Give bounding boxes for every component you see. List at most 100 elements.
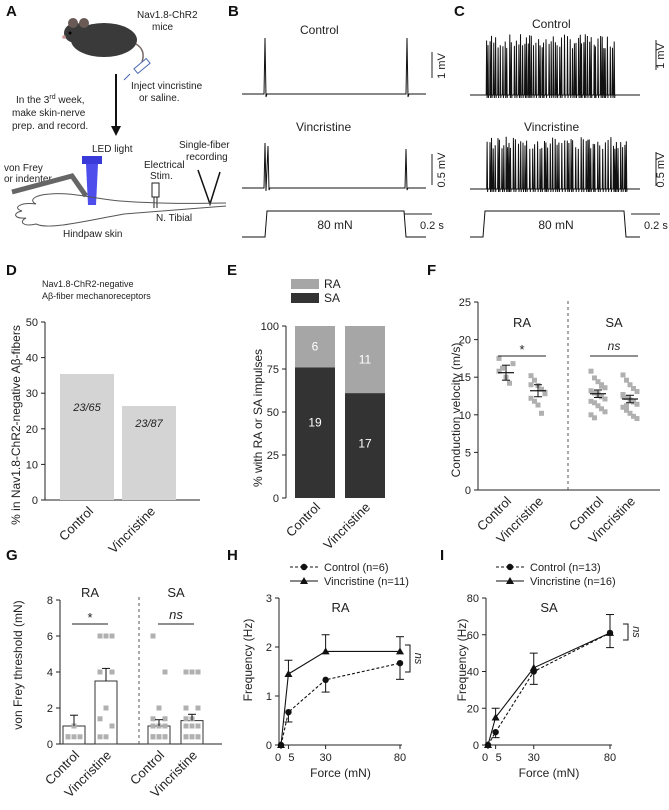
panel-f-point: [631, 385, 636, 391]
panel-i-point-vincristine: [484, 741, 492, 748]
mouse-label-line2: mice: [152, 22, 174, 33]
panel-f-point: [588, 412, 594, 418]
panel-i-line-vincristine: [487, 632, 611, 746]
panel-g-point: [189, 723, 195, 729]
panel-h-title: RA: [331, 600, 349, 615]
panel-i-x-tick-label: 80: [604, 752, 616, 764]
panel-f-point: [592, 415, 597, 421]
panel-g: G von Frey threshold (mN) 02468ControlVi…: [6, 547, 222, 800]
panel-f-point: [528, 373, 534, 379]
panel-f-point: [588, 368, 594, 374]
panel-g-y-tick-label: 2: [47, 703, 53, 715]
panel-d-y-tick-label: 30: [26, 388, 38, 400]
panel-h-legend-marker-control: [300, 563, 308, 571]
panel-g-point: [150, 716, 156, 722]
panel-b-vincristine-trace: [242, 142, 426, 192]
panel-f-point: [602, 385, 608, 391]
panel-e-bar-sa: [295, 367, 335, 498]
panel-h-point-control: [322, 676, 329, 684]
panel-i-y-tick-label: 20: [467, 703, 479, 715]
panel-h-y-label: Frequency (Hz): [241, 619, 255, 702]
panel-i-x-tick-label: 30: [528, 752, 540, 764]
panel-f-sig-label: ns: [608, 339, 621, 353]
panel-h-sig-label: ns: [412, 653, 424, 665]
panel-letter-h: H: [227, 547, 238, 564]
panel-f-point: [588, 388, 594, 394]
panel-h-x-tick-label: 0: [275, 752, 281, 764]
vonfrey-probe-icon: [11, 173, 89, 198]
panel-f-point: [496, 368, 502, 374]
panel-i-y-tick-label: 60: [467, 630, 479, 642]
panel-h-x-tick-label: 80: [394, 752, 406, 764]
mouse-illustration: [62, 18, 144, 63]
panel-letter-i: I: [440, 547, 444, 564]
panel-g-sig-label: *: [87, 610, 92, 625]
panel-d-data-label: 23/87: [134, 418, 163, 430]
panel-f-point: [602, 409, 608, 415]
panel-g-point: [97, 716, 103, 722]
inject-label-line2: or saline.: [139, 93, 180, 104]
panel-e-ra-count: 11: [359, 353, 372, 367]
down-arrow-head-icon: [111, 126, 121, 136]
panel-c-control-trace: [470, 34, 640, 99]
panel-h-x-tick-label: 30: [320, 752, 332, 764]
panel-h-y-tick-label: 2: [266, 642, 272, 654]
panel-d-title-line1: Nav1.8-ChR2-negative: [42, 279, 134, 289]
panel-i-y-tick-label: 80: [467, 593, 479, 605]
panel-f-y-tick-label: 0: [465, 485, 471, 497]
panel-g-point: [195, 734, 201, 740]
panel-e-y-tick-label: 100: [261, 321, 279, 333]
panel-letter-a: A: [6, 3, 17, 20]
week-label-line1: In the 3rd week,: [16, 94, 85, 106]
panel-i-title: SA: [540, 600, 558, 615]
panel-i-point-vincristine: [529, 663, 538, 671]
panel-letter-g: G: [6, 547, 18, 564]
panel-c-stimulus-label: 80 mN: [538, 218, 573, 232]
panel-b-time-scale: 0.2 s: [420, 220, 444, 232]
panel-d-y-label: % in Nav1.8-ChR2-negative Aβ-fibers: [9, 325, 23, 525]
panel-d-title-line2: Aβ-fiber mechanoreceptors: [42, 291, 151, 301]
panel-letter-c: C: [454, 3, 465, 20]
led-light-icon: [82, 156, 102, 164]
panel-g-y-tick-label: 8: [47, 595, 53, 607]
panel-f-point: [592, 400, 597, 406]
panel-g-y-tick-label: 6: [47, 631, 53, 643]
panel-g-point: [97, 734, 103, 740]
panel-letter-e: E: [227, 262, 237, 279]
panel-c-scale-1mv: 1 mV: [655, 43, 667, 69]
panel-g-point: [183, 716, 189, 722]
mouse-label-line1: Nav1.8-ChR2: [137, 10, 198, 21]
panel-h-y-tick-label: 0: [266, 740, 272, 752]
panel-h-legend-label-vincristine: Vincristine (n=11): [324, 576, 409, 588]
panel-c-stimulus-trace: [470, 210, 640, 238]
panel-f-point: [634, 388, 640, 394]
panel-g-point: [183, 669, 189, 675]
panel-i-point-control: [492, 728, 499, 736]
panel-i-x-tick-label: 0: [482, 752, 488, 764]
panel-e: E % with RA or SA impulses 0 25 50 75 100 RAS…: [227, 262, 385, 552]
panel-h-legend-label-control: Control (n=6): [324, 562, 389, 574]
panel-i-y-tick-label: 40: [467, 667, 479, 679]
panel-g-point: [183, 723, 189, 729]
panel-e-legend-swatch-ra: [291, 279, 319, 289]
panel-g-point: [103, 705, 109, 711]
single-fiber-label-line1: Single-fiber: [179, 140, 230, 151]
led-beam-icon: [86, 164, 98, 205]
panel-f-y-tick-label: 10: [459, 410, 471, 422]
panel-i-line-control: [487, 632, 611, 746]
panel-b: B Control 1 mV Vincristine 0.5 mV 80 mN …: [228, 3, 448, 238]
panel-f-point: [624, 377, 629, 383]
hindpaw-label: Hindpaw skin: [63, 229, 122, 240]
panel-i-legend-label-vincristine: Vincristine (n=16): [530, 576, 616, 588]
stim-electrode-icon: [151, 182, 160, 198]
led-light-label: LED light: [92, 144, 133, 155]
panel-g-point: [156, 734, 162, 740]
syringe-icon: [123, 57, 151, 81]
panel-letter-d: D: [6, 262, 17, 279]
